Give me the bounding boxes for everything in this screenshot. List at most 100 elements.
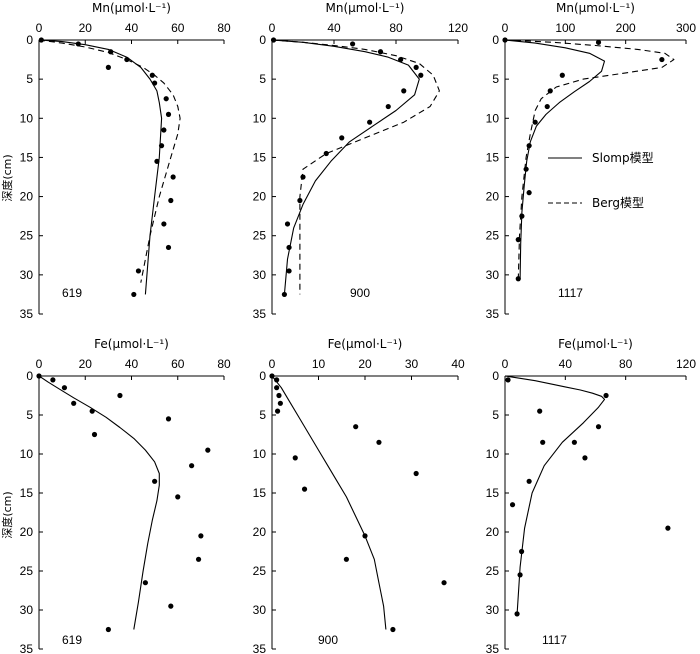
data-point [269, 373, 275, 379]
panel-mn-619: Mn(μmol·L⁻¹) 0 20 40 60 80 0 5 10 15 20 25 30 35 619 [20, 1, 231, 321]
data-point [50, 377, 56, 383]
data-point [117, 392, 123, 399]
data-point [105, 64, 111, 70]
y-tick-label: 35 [486, 307, 500, 321]
data-point [281, 291, 287, 298]
x-tick-label: 0 [502, 357, 509, 371]
y-tick-label: 5 [259, 408, 266, 422]
data-point [277, 400, 283, 406]
y-tick-label: 5 [492, 408, 499, 422]
x-tick-label: 200 [616, 21, 636, 35]
data-point [582, 455, 588, 461]
x-tick-label: 0 [269, 21, 276, 35]
y-tick-label: 10 [20, 447, 34, 461]
data-point [526, 143, 532, 149]
data-point [515, 237, 521, 243]
data-point [343, 556, 349, 562]
x-tick-label: 80 [217, 21, 231, 35]
data-point [152, 478, 158, 484]
y-tick-label: 30 [253, 268, 267, 282]
y-tick-label: 10 [486, 111, 500, 125]
data-point [75, 41, 81, 47]
panel-fe-1117: Fe(μmol·L⁻¹) 0 40 80 120 0 5 10 15 20 25 30 35 1117 [486, 337, 697, 654]
x-tick-label: 20 [79, 357, 93, 371]
data-point [595, 39, 602, 45]
y-tick-label: 15 [253, 486, 267, 500]
data-point [124, 56, 130, 63]
y-axis-label-top: 深度(cm) [0, 154, 14, 201]
y-tick-label: 5 [259, 72, 266, 86]
x-tick-label: 40 [125, 357, 139, 371]
data-point [519, 213, 525, 219]
y-tick-label: 30 [253, 603, 267, 617]
data-point [284, 221, 291, 227]
x-tick-label: 300 [676, 21, 696, 35]
data-point [540, 439, 546, 445]
data-point [274, 408, 281, 414]
panel-title: Mn(μmol·L⁻¹) [326, 1, 405, 15]
data-point [301, 486, 308, 492]
x-tick-label: 40 [327, 21, 341, 35]
x-tick-label: 20 [358, 357, 372, 371]
data-point [544, 103, 550, 110]
data-point [376, 439, 382, 445]
y-tick-label: 35 [486, 642, 500, 654]
data-point [517, 572, 523, 578]
y-tick-label: 15 [486, 150, 500, 164]
x-tick-label: 0 [36, 21, 43, 35]
data-point [401, 88, 407, 94]
slomp-model-curve [39, 375, 160, 630]
y-tick-label: 30 [486, 268, 500, 282]
data-point [274, 385, 280, 391]
slomp-model-curve [272, 375, 387, 630]
y-tick-label: 5 [26, 72, 33, 86]
data-point [367, 119, 373, 125]
data-point [350, 41, 356, 47]
data-point [61, 385, 68, 391]
data-point [89, 408, 95, 414]
y-tick-label: 30 [486, 603, 500, 617]
panel-title: Mn(μmol·L⁻¹) [92, 1, 171, 15]
y-tick-label: 10 [486, 447, 500, 461]
panel-title: Fe(μmol·L⁻¹) [558, 337, 633, 351]
berg-model-curve [505, 39, 675, 279]
data-point [286, 244, 292, 251]
panel-title: Mn(μmol·L⁻¹) [556, 1, 635, 15]
x-tick-label: 60 [171, 357, 185, 371]
y-tick-label: 0 [259, 33, 266, 47]
y-tick-label: 10 [253, 111, 267, 125]
data-point [418, 72, 424, 78]
y-tick-label: 15 [253, 150, 267, 164]
y-tick-label: 35 [20, 642, 34, 654]
data-point [38, 37, 44, 43]
station-label: 1117 [542, 633, 567, 647]
y-tick-label: 20 [20, 190, 34, 204]
station-label: 900 [318, 633, 338, 647]
data-point [515, 276, 521, 282]
y-tick-label: 0 [26, 33, 33, 47]
x-tick-label: 40 [125, 21, 139, 35]
panel-fe-900: Fe(μmol·L⁻¹) 0 10 20 30 40 0 5 10 15 20 25 30 35 900 [253, 337, 465, 654]
data-point [142, 580, 148, 586]
legend-dashed-label: Berg模型 [592, 196, 644, 210]
x-tick-label: 10 [312, 357, 326, 371]
slomp-model-curve [505, 375, 606, 614]
data-point [270, 37, 277, 43]
berg-model-curve [272, 39, 440, 295]
data-point [165, 416, 172, 422]
y-tick-label: 35 [20, 307, 34, 321]
y-tick-label: 0 [492, 369, 499, 383]
panel-mn-900: Mn(μmol·L⁻¹) 0 40 80 120 0 5 10 15 20 25 30 35 900 [253, 1, 469, 321]
x-tick-label: 40 [451, 357, 465, 371]
y-tick-label: 25 [486, 229, 500, 243]
data-point [353, 424, 359, 430]
panel-fe-619: Fe(μmol·L⁻¹) 0 20 40 60 80 0 5 10 15 20 25 30 35 619 [20, 337, 231, 654]
y-tick-label: 20 [20, 525, 34, 539]
y-tick-label: 30 [20, 268, 34, 282]
data-point [195, 556, 202, 562]
data-point [505, 377, 511, 383]
y-tick-label: 5 [26, 408, 33, 422]
data-point [292, 455, 298, 461]
data-point [509, 502, 516, 508]
